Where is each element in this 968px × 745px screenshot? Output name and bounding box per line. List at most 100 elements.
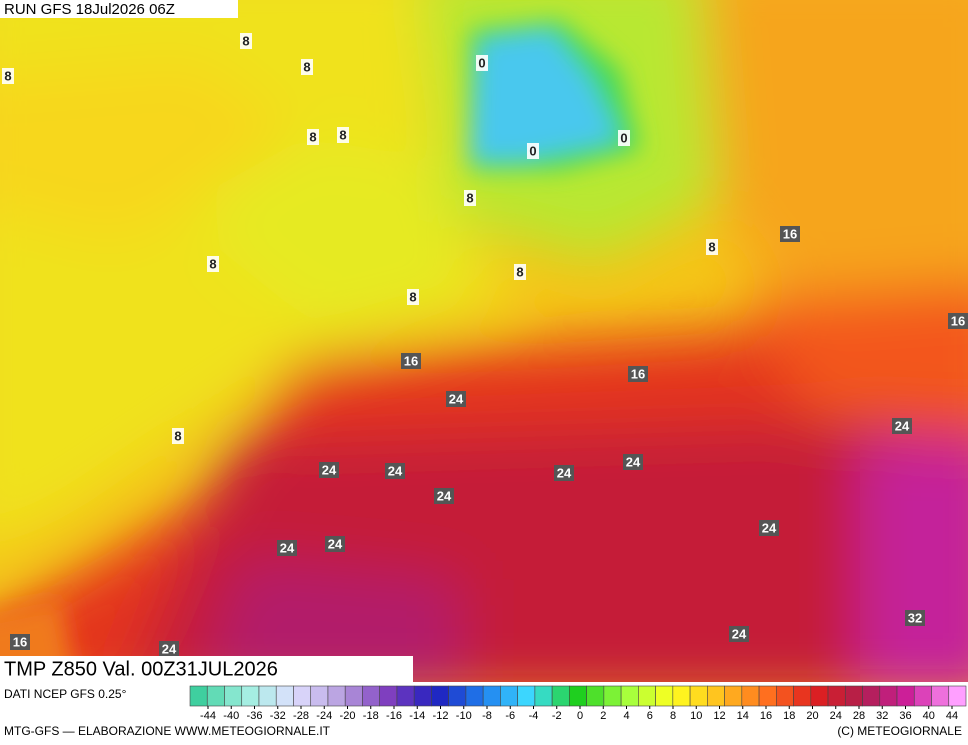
contour-label: 24 [732, 626, 747, 641]
legend-swatch [379, 685, 398, 707]
contour-label: 0 [620, 130, 627, 145]
contour-label: 16 [13, 634, 27, 649]
legend-swatch [862, 685, 881, 707]
copyright: (C) METEOGIORNALE [837, 724, 962, 738]
contour-label: 24 [895, 418, 910, 433]
legend-swatch [327, 685, 346, 707]
contour-label-box [2, 68, 14, 84]
contour-label: 24 [557, 465, 572, 480]
legend-swatch [689, 685, 708, 707]
legend-tick-label: -20 [340, 710, 356, 722]
legend-tick-label: 18 [783, 710, 795, 722]
contour-label: 8 [309, 129, 316, 144]
legend-tick-label: 20 [806, 710, 818, 722]
contour-label-box [319, 462, 339, 478]
legend-tick-label: -12 [433, 710, 449, 722]
contour-label-box [240, 33, 252, 49]
legend-swatch [206, 685, 225, 707]
legend-swatch [724, 685, 743, 707]
contour-label-box [948, 313, 968, 329]
legend-tick-label: -24 [316, 710, 332, 722]
contour-label-box [618, 130, 630, 146]
legend-swatch [465, 685, 484, 707]
legend-swatch [431, 685, 449, 707]
contour-label-box [905, 610, 925, 626]
temperature-field [0, 0, 968, 682]
contour-label: 24 [437, 488, 452, 503]
contour-label: 8 [303, 59, 310, 74]
legend: -44 -40 -36 -32 -28 -24 -20 -18 -16 -14 -12 -10 -8 -6… [189, 685, 967, 722]
contour-label: 16 [404, 353, 418, 368]
legend-swatch [879, 685, 898, 707]
legend-swatch [638, 685, 656, 707]
legend-swatch [741, 685, 760, 707]
legend-swatch [241, 685, 260, 707]
legend-tick-label: 8 [670, 710, 676, 722]
contour-label-box [301, 59, 313, 75]
legend-tick-label: 0 [577, 710, 583, 722]
contour-label-box [337, 127, 349, 143]
contour-label: 24 [626, 454, 641, 469]
contour-label-box [385, 463, 405, 479]
contour-label: 8 [409, 289, 416, 304]
contour-label: 16 [783, 226, 797, 241]
contour-label-box [401, 353, 421, 369]
legend-tick-label: 16 [760, 710, 772, 722]
contour-label-box [780, 226, 800, 242]
contour-label: 24 [449, 391, 464, 406]
contour-label-box [892, 418, 912, 434]
contour-label-box [159, 641, 179, 657]
contour-label: 16 [631, 366, 645, 381]
legend-swatch [758, 685, 777, 707]
legend-swatch [224, 685, 243, 707]
contour-label-box [277, 540, 297, 556]
contour-label-box [759, 520, 779, 536]
legend-tick-label: 6 [647, 710, 653, 722]
legend-tick-label: -10 [456, 710, 472, 722]
legend-tick-label: -36 [247, 710, 263, 722]
contour-label: 24 [280, 540, 295, 555]
contour-label-box [446, 391, 466, 407]
contour-label: 24 [162, 641, 177, 656]
legend-tick-label: -40 [223, 710, 239, 722]
legend-swatch [362, 685, 380, 707]
legend-swatch [810, 685, 829, 707]
contour-label-box [527, 143, 539, 159]
legend-tick-label: -16 [386, 710, 402, 722]
legend-swatch [293, 685, 312, 707]
legend-swatch [913, 685, 932, 707]
legend-swatch [413, 685, 432, 707]
legend-tick-label: 36 [899, 710, 911, 722]
field-box [0, 656, 413, 682]
contour-label-box [10, 634, 30, 650]
contour-label: 8 [708, 239, 715, 254]
source-label: DATI NCEP GFS 0.25° [4, 687, 127, 701]
legend-tick-label: 32 [876, 710, 888, 722]
legend-tick-label: -6 [505, 710, 515, 722]
contour-label-box [464, 190, 476, 206]
contour-label-box [729, 626, 749, 642]
legend-tick-label: 40 [923, 710, 935, 722]
contour-label-box [434, 488, 454, 504]
legend-swatch [534, 685, 553, 707]
legend-tick-label: 2 [600, 710, 606, 722]
contour-label: 8 [339, 127, 346, 142]
contour-label-box [514, 264, 526, 280]
contour-label-box [706, 239, 718, 255]
legend-tick-label: 28 [853, 710, 865, 722]
contour-label-box [554, 465, 574, 481]
legend-swatch [672, 685, 691, 707]
contour-label: 16 [951, 313, 965, 328]
legend-swatch [551, 685, 570, 707]
legend-tick-label: 14 [737, 710, 749, 722]
contour-label-box [476, 55, 488, 71]
legend-swatch [275, 685, 294, 707]
legend-swatch [827, 685, 846, 707]
legend-swatch [707, 685, 725, 707]
credit: MTG-GFS — ELABORAZIONE WWW.METEOGIORNALE… [4, 724, 331, 738]
contour-label-box [307, 129, 319, 145]
legend-swatch [620, 685, 639, 707]
legend-tick-label: -28 [293, 710, 309, 722]
legend-swatch [310, 685, 329, 707]
